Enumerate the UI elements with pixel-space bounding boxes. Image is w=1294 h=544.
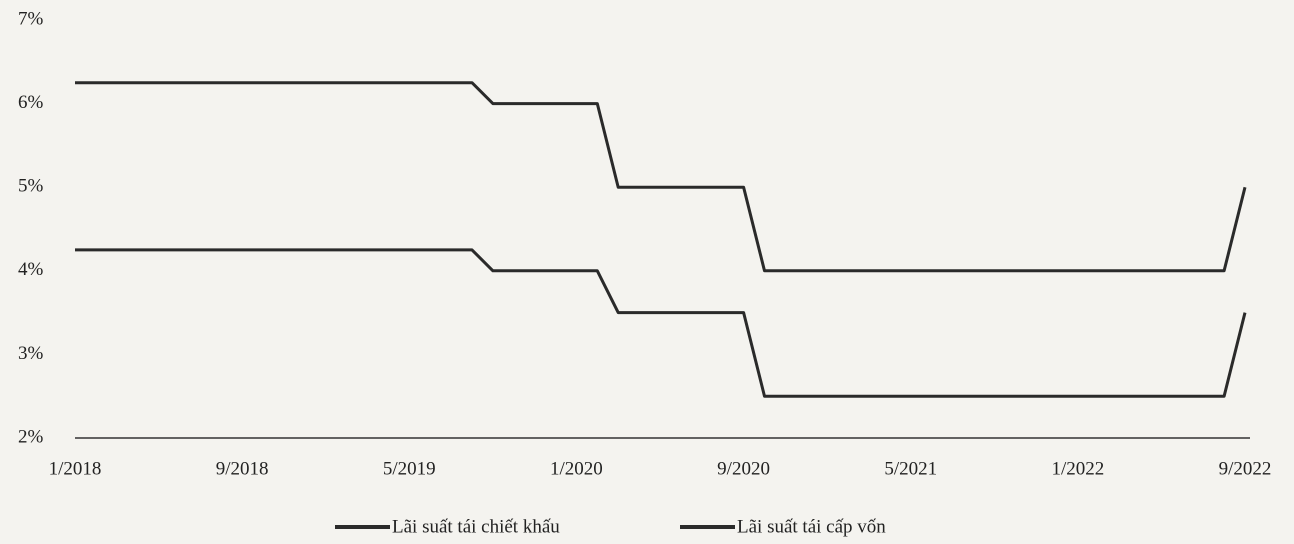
y-tick-label: 5% [18, 176, 44, 197]
y-tick-label: 4% [18, 259, 44, 280]
x-tick-label: 9/2018 [216, 458, 269, 479]
y-tick-label: 2% [18, 426, 44, 447]
x-tick-label: 5/2021 [884, 458, 937, 479]
y-tick-label: 3% [18, 343, 44, 364]
legend-label: Lãi suất tái chiết khấu [392, 516, 560, 537]
series-line [75, 248, 1247, 398]
y-tick-label: 6% [18, 92, 44, 113]
x-tick-label: 9/2022 [1219, 458, 1272, 479]
series-line [75, 81, 1247, 273]
y-tick-label: 7% [18, 8, 44, 29]
x-tick-label: 1/2022 [1051, 458, 1104, 479]
legend-label: Lãi suất tái cấp vốn [737, 516, 886, 537]
x-tick-label: 1/2020 [550, 458, 603, 479]
x-tick-label: 9/2020 [717, 458, 770, 479]
x-tick-label: 5/2019 [383, 458, 436, 479]
x-tick-label: 1/2018 [49, 458, 102, 479]
